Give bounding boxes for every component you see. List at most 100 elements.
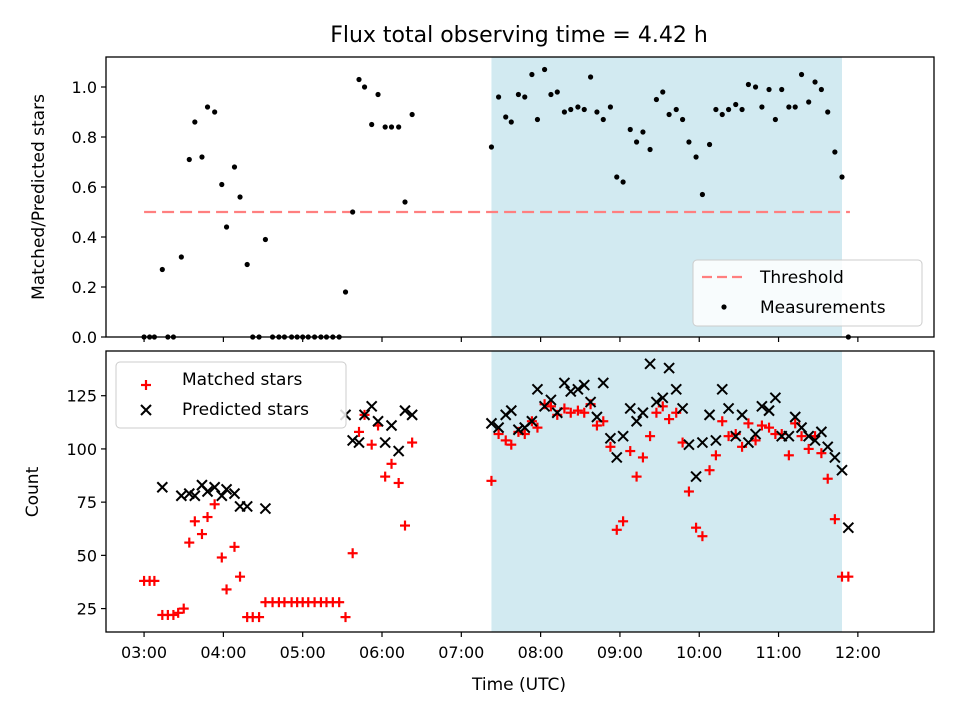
measurement-point-77 (713, 106, 719, 113)
top-y-axis-label: Matched/Predicted stars (29, 94, 49, 300)
matched-point-57 (572, 405, 583, 416)
matched-point-39 (380, 471, 391, 482)
matched-point-15 (229, 541, 240, 552)
top-plot-frame (105, 56, 935, 338)
matched-point-37 (366, 439, 377, 450)
predicted-point-35 (558, 377, 571, 389)
matched-point-85 (756, 420, 767, 431)
measurement-point-67 (647, 146, 653, 153)
matched-point-9 (189, 516, 200, 527)
measurement-point-11 (212, 109, 218, 115)
legend-predicted-swatch (140, 404, 152, 416)
matched-point-14 (221, 584, 232, 595)
measurement-point-73 (686, 139, 692, 145)
matched-point-2 (149, 575, 160, 586)
chart-title: Flux total observing time = 4.42 h (330, 23, 708, 48)
matched-point-79 (717, 416, 728, 427)
matched-point-63 (611, 524, 622, 535)
predicted-point-31 (531, 383, 544, 396)
matched-point-80 (723, 431, 734, 442)
predicted-point-74 (815, 426, 828, 438)
predicted-point-42 (604, 432, 617, 444)
measurement-point-35 (361, 84, 368, 90)
measurement-point-41 (402, 199, 408, 205)
matched-point-53 (545, 401, 556, 412)
matched-point-74 (683, 486, 694, 497)
predicted-point-8 (220, 483, 233, 496)
x-tick-label-3: 06:00 (359, 643, 405, 662)
predicted-point-75 (822, 441, 834, 453)
x-tick-label-0: 03:00 (121, 643, 167, 662)
matched-point-62 (605, 441, 616, 452)
predicted-point-54 (683, 438, 695, 451)
predicted-point-34 (551, 407, 563, 419)
measurement-point-54 (561, 109, 568, 115)
top-legend-box (692, 259, 923, 327)
top-panel: 0.0 0.2 0.4 0.6 0.8 1.0 Matched/Predicted sta… (29, 56, 935, 347)
matched-point-56 (565, 407, 576, 418)
matched-point-33 (340, 612, 351, 623)
measurement-point-76 (706, 141, 713, 148)
top-y-axis: 0.0 0.2 0.4 0.6 0.8 1.0 (72, 78, 106, 347)
measurement-point-42 (409, 111, 415, 118)
measurement-point-88 (786, 104, 792, 110)
predicted-point-76 (829, 451, 841, 464)
predicted-point-49 (650, 396, 663, 408)
x-tick-label-8: 11:00 (755, 643, 801, 662)
matched-point-84 (750, 435, 761, 446)
predicted-point-70 (789, 411, 801, 423)
predicted-point-64 (749, 428, 762, 440)
predicted-point-50 (657, 392, 669, 404)
measurement-point-37 (375, 91, 381, 98)
matched-point-47 (506, 439, 517, 450)
bottom-y-tick-label-3: 100 (66, 440, 97, 459)
matched-point-51 (532, 422, 543, 433)
matched-point-40 (386, 458, 397, 469)
measurement-point-57 (581, 106, 587, 113)
legend-predicted-label: Predicted stars (182, 400, 309, 420)
measurement-point-64 (627, 126, 633, 133)
measurement-point-49 (529, 71, 535, 78)
measurement-point-39 (388, 124, 395, 130)
predicted-point-5 (201, 485, 214, 498)
bottom-y-tick-label-1: 50 (77, 546, 97, 565)
matched-point-94 (816, 448, 827, 459)
measurement-point-46 (508, 119, 514, 125)
x-tick-label-9: 12:00 (835, 643, 881, 662)
x-tick-label-6: 09:00 (597, 643, 643, 662)
predicted-point-7 (216, 490, 228, 502)
top-y-tick-label-0: 0.0 (72, 328, 97, 347)
measurement-point-91 (806, 99, 812, 105)
matched-point-69 (651, 407, 662, 418)
matched-point-66 (631, 471, 642, 482)
measurement-point-38 (382, 124, 388, 130)
predicted-point-53 (676, 402, 689, 415)
measurements-points (141, 66, 851, 340)
matched-stars-points (139, 399, 854, 623)
measurement-point-83 (752, 84, 759, 90)
predicted-point-67 (769, 392, 782, 404)
matched-point-8 (184, 537, 195, 548)
measurement-point-52 (548, 91, 554, 98)
measurement-point-87 (779, 86, 785, 93)
matched-point-92 (803, 443, 814, 454)
bottom-x-axis: 03:00 04:00 05:00 06:00 07:00 08:00 09:00 10:00… (121, 632, 881, 662)
matched-point-35 (354, 426, 364, 437)
predicted-point-38 (578, 379, 590, 391)
matched-point-67 (637, 452, 648, 463)
predicted-point-43 (611, 451, 623, 464)
measurement-point-7 (186, 156, 192, 163)
matched-point-96 (829, 514, 840, 525)
matched-point-45 (493, 429, 504, 440)
measurement-point-90 (798, 71, 805, 78)
matched-point-64 (618, 516, 629, 527)
predicted-point-65 (756, 400, 768, 413)
predicted-point-33 (545, 394, 557, 406)
predicted-point-51 (663, 362, 675, 374)
bottom-legend: Matched stars Predicted stars (115, 361, 347, 429)
measurement-point-12 (219, 181, 225, 188)
measurement-point-33 (350, 209, 356, 215)
measurement-point-10 (204, 104, 211, 110)
predicted-point-36 (565, 385, 577, 398)
measurement-point-84 (759, 104, 765, 110)
